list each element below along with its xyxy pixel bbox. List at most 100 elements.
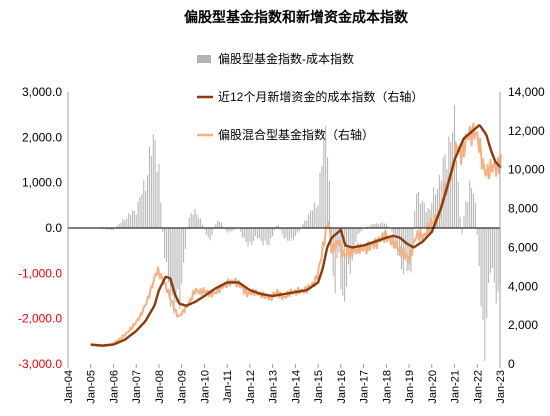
diff-bar [310, 210, 312, 228]
diff-bar [202, 224, 204, 228]
diff-bar [272, 228, 274, 237]
diff-bar [450, 141, 452, 228]
diff-bar [116, 226, 118, 228]
diff-bar [279, 228, 281, 230]
diff-bar [215, 224, 217, 228]
diff-bar [442, 157, 444, 228]
right-tick-label: 6,000 [508, 240, 538, 254]
diff-bar [457, 182, 459, 228]
diff-bar [323, 139, 325, 228]
left-tick-label: -2,000.0 [18, 312, 62, 326]
diff-bar [120, 222, 122, 228]
diff-bar [336, 228, 338, 259]
x-tick-label: Jan-04 [63, 370, 75, 404]
diff-bar [220, 222, 222, 228]
diff-bar [128, 213, 130, 228]
diff-bar [334, 228, 336, 294]
x-tick-label: Jan-23 [495, 370, 507, 404]
diff-bar [266, 228, 268, 245]
diff-bar [330, 228, 332, 237]
diff-bars [90, 105, 501, 361]
diff-bar [213, 228, 215, 230]
diff-bar [474, 202, 476, 228]
diff-bar [438, 175, 440, 228]
diff-bar [101, 228, 103, 230]
diff-bar [150, 156, 152, 228]
diff-bar [484, 228, 486, 361]
diff-bar [399, 228, 401, 256]
diff-bar [171, 228, 173, 296]
diff-bar [476, 228, 478, 235]
diff-bar [162, 228, 164, 233]
diff-bar [327, 157, 329, 228]
diff-bar [465, 200, 467, 228]
legend-label-diff: 偏股型基金指数-成本指数 [218, 51, 354, 66]
diff-bar [277, 225, 279, 228]
diff-bar [188, 217, 190, 228]
diff-bar [281, 228, 283, 234]
diff-bar [461, 228, 463, 235]
diff-bar [298, 228, 300, 232]
diff-bar [112, 228, 114, 231]
diff-bar [179, 228, 181, 309]
diff-bar [247, 228, 249, 247]
diff-bar [408, 228, 410, 271]
diff-bar [387, 226, 389, 228]
diff-bar [243, 228, 245, 238]
diff-bar [258, 228, 260, 239]
diff-bar [175, 228, 177, 304]
index-lines [90, 122, 502, 348]
diff-bar [486, 228, 488, 319]
diff-bar [469, 180, 471, 228]
diff-bar [122, 219, 124, 228]
diff-bar [141, 194, 143, 228]
diff-bar [380, 223, 382, 228]
diff-bar [452, 132, 454, 228]
x-tick-label: Jan-07 [131, 370, 143, 404]
diff-bar [245, 228, 247, 242]
diff-bar [459, 216, 461, 228]
diff-bar [463, 215, 465, 228]
diff-bar [480, 228, 482, 307]
diff-bar [353, 228, 355, 248]
diff-bar [181, 228, 183, 284]
diff-bar [196, 214, 198, 228]
diff-bar [328, 180, 330, 228]
diff-bar [183, 228, 185, 263]
diff-bar [418, 191, 420, 228]
left-tick-label: -1,000.0 [18, 266, 62, 280]
diff-bar [268, 228, 270, 246]
diff-bar [207, 228, 209, 238]
diff-bar [319, 172, 321, 228]
diff-bar [184, 228, 186, 249]
diff-bar [419, 203, 421, 228]
legend-swatch-diff [197, 55, 211, 63]
diff-bar [260, 228, 262, 242]
diff-bar [111, 228, 113, 230]
diff-bar [154, 140, 156, 228]
diff-bar [455, 160, 457, 228]
x-tick-label: Jan-21 [450, 370, 462, 404]
x-tick-label: Jan-12 [245, 370, 257, 404]
diff-bar [270, 228, 272, 239]
diff-bar [342, 228, 344, 296]
diff-bar [294, 228, 296, 237]
diff-bar [325, 125, 327, 228]
diff-bar [431, 203, 433, 228]
diff-bar [346, 228, 348, 287]
diff-bar [493, 228, 495, 283]
diff-bar [366, 226, 368, 228]
diff-bar [139, 196, 141, 228]
left-tick-label: -3,000.0 [18, 357, 62, 371]
diff-bar [137, 201, 139, 228]
diff-bar [433, 187, 435, 228]
diff-bar [376, 223, 378, 228]
legend-label-fund: 偏股混合型基金指数（右轴） [218, 127, 374, 142]
diff-bar [404, 228, 406, 261]
diff-bar [211, 228, 213, 236]
diff-bar [230, 228, 232, 232]
diff-bar [467, 201, 469, 228]
diff-bar [249, 228, 251, 242]
x-tick-label: Jan-15 [313, 370, 325, 404]
diff-bar [406, 228, 408, 272]
